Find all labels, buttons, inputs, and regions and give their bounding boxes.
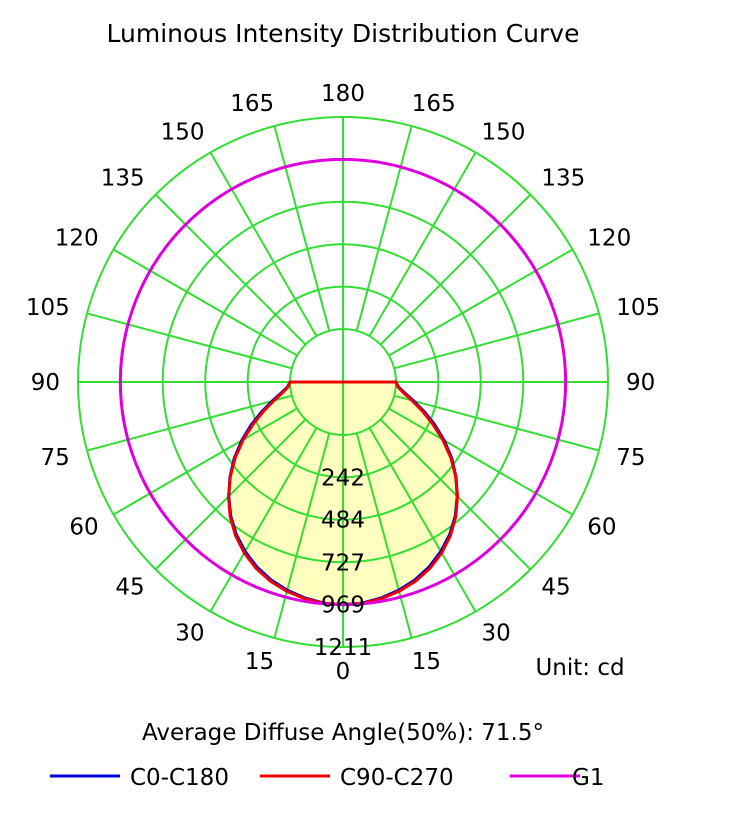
grid-spoke-285 bbox=[86, 394, 293, 452]
radial-label-484: 484 bbox=[321, 508, 365, 534]
angle-label-right-105: 105 bbox=[616, 295, 660, 321]
angle-label-left-180: 180 bbox=[321, 81, 365, 107]
grid-spoke-60 bbox=[388, 407, 573, 516]
radial-label-242: 242 bbox=[321, 465, 365, 491]
radial-label-1211: 1211 bbox=[314, 635, 373, 661]
series-g1 bbox=[118, 157, 568, 607]
angle-label-left-105: 105 bbox=[26, 295, 70, 321]
diffuse-angle-note: Average Diffuse Angle(50%): 71.5° bbox=[142, 720, 544, 746]
angle-label-right-165: 165 bbox=[412, 91, 456, 117]
polar-grid bbox=[77, 116, 609, 648]
angle-label-right-45: 45 bbox=[541, 574, 570, 600]
legend-label-c0-c180: C0-C180 bbox=[130, 765, 229, 791]
legend-label-c90-c270: C90-C270 bbox=[340, 765, 454, 791]
grid-spoke-120 bbox=[388, 248, 573, 357]
grid-spoke-225 bbox=[154, 193, 307, 346]
angle-label-left-60: 60 bbox=[69, 515, 98, 541]
angle-label-right-90: 90 bbox=[626, 370, 655, 396]
angle-label-left-120: 120 bbox=[55, 226, 99, 252]
angle-label-left-45: 45 bbox=[115, 574, 144, 600]
angle-label-left-15: 15 bbox=[245, 649, 274, 675]
grid-spoke-135 bbox=[379, 193, 532, 346]
angle-label-left-165: 165 bbox=[230, 91, 274, 117]
grid-spoke-330 bbox=[209, 427, 318, 612]
radial-label-969: 969 bbox=[321, 593, 365, 619]
angle-label-right-135: 135 bbox=[541, 166, 585, 192]
angle-label-right-75: 75 bbox=[616, 445, 645, 471]
unit-label: Unit: cd bbox=[535, 655, 624, 681]
grid-spoke-195 bbox=[273, 125, 331, 332]
series-c90-c270 bbox=[227, 380, 459, 607]
angle-label-right-15: 15 bbox=[412, 649, 441, 675]
grid-spoke-150 bbox=[368, 152, 477, 337]
angle-label-left-90: 90 bbox=[31, 370, 60, 396]
grid-spoke-210 bbox=[209, 152, 318, 337]
grid-spoke-105 bbox=[393, 312, 600, 370]
angle-label-left-75: 75 bbox=[41, 445, 70, 471]
grid-spoke-240 bbox=[113, 248, 298, 357]
angle-label-left-135: 135 bbox=[101, 166, 145, 192]
series-curves bbox=[118, 157, 568, 607]
radial-label-727: 727 bbox=[321, 550, 365, 576]
grid-spoke-300 bbox=[113, 407, 298, 516]
tick-labels: 0 15 30 45 60 75 90 105 120 135 150 165 180 15 30 45 60 7… bbox=[26, 81, 660, 685]
angle-label-left-150: 150 bbox=[161, 120, 205, 146]
grid-spoke-255 bbox=[86, 312, 293, 370]
grid-spoke-345 bbox=[273, 432, 331, 639]
angle-label-right-150: 150 bbox=[482, 120, 526, 146]
grid-spoke-30 bbox=[368, 427, 477, 612]
legend: C0-C180 C90-C270 G1 bbox=[50, 765, 604, 791]
grid-spoke-45 bbox=[379, 418, 532, 571]
grid-spoke-165 bbox=[355, 125, 413, 332]
chart-title: Luminous Intensity Distribution Curve bbox=[107, 19, 580, 48]
legend-label-g1: G1 bbox=[572, 765, 604, 791]
angle-label-right-60: 60 bbox=[587, 515, 616, 541]
angle-label-right-30: 30 bbox=[482, 620, 511, 646]
grid-spoke-75 bbox=[393, 394, 600, 452]
angle-label-right-120: 120 bbox=[587, 226, 631, 252]
angle-label-left-0: 0 bbox=[336, 659, 351, 685]
angle-label-left-30: 30 bbox=[175, 620, 204, 646]
grid-spoke-315 bbox=[154, 418, 307, 571]
grid-spoke-15 bbox=[355, 432, 413, 639]
